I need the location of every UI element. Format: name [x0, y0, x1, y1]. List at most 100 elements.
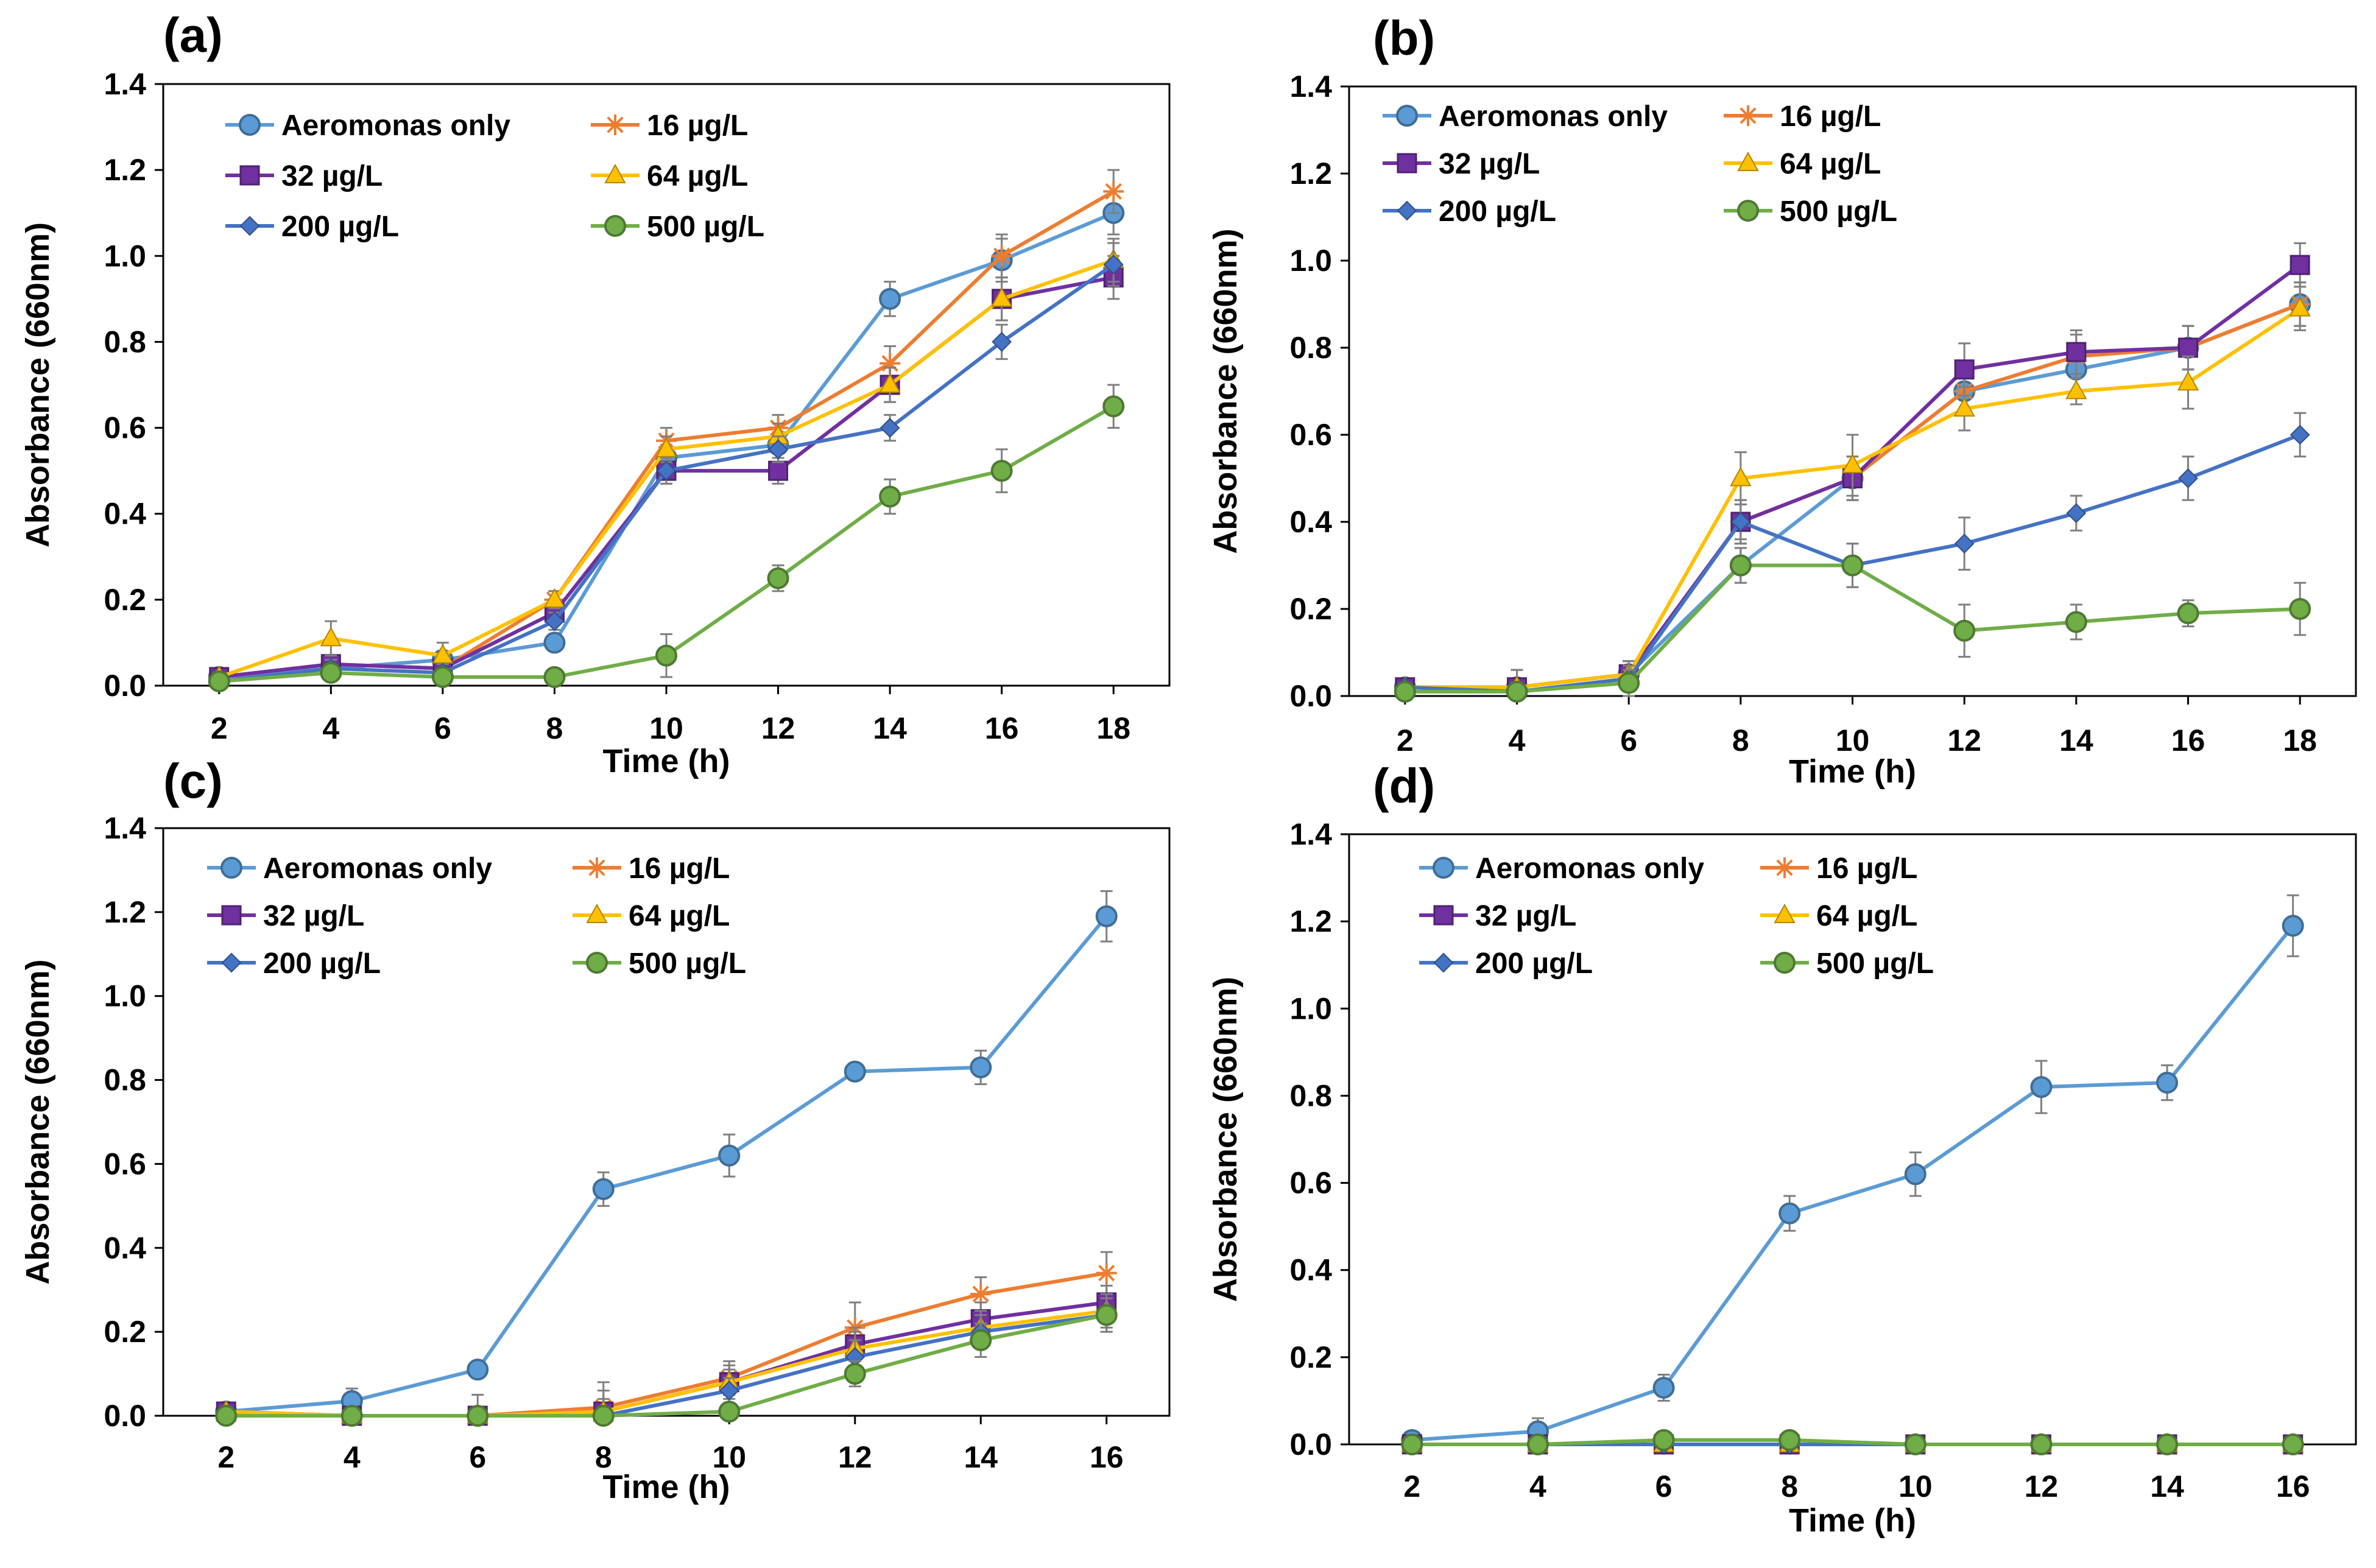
data-point — [1652, 1429, 1675, 1451]
x-tick-label: 4 — [344, 1440, 361, 1474]
data-point — [1729, 554, 1752, 577]
y-axis-title: Absorbance (660nm) — [19, 959, 56, 1284]
data-point — [320, 661, 342, 684]
x-tick-label: 16 — [2276, 1469, 2310, 1503]
data-point — [1841, 554, 1864, 577]
legend: Aeromonas only 16 µg/L 32 µg/L 64 µg/L 200 µ… — [1383, 100, 1897, 228]
data-point — [2156, 1433, 2179, 1455]
legend-marker — [239, 114, 261, 136]
data-point — [1394, 680, 1416, 703]
data-point — [2290, 255, 2310, 275]
y-tick-label: 0.6 — [104, 1147, 146, 1181]
panel-label: (a) — [163, 8, 223, 62]
legend-label: 200 µg/L — [281, 211, 399, 243]
legend-marker — [1774, 903, 1796, 923]
legend-marker — [1774, 952, 1796, 974]
legend-item: Aeromonas only — [1419, 853, 1704, 885]
legend-label: 500 µg/L — [629, 947, 746, 980]
data-point — [1904, 1433, 1927, 1455]
data-point — [543, 631, 566, 654]
data-point — [543, 666, 566, 688]
x-tick-label: 12 — [761, 711, 795, 745]
x-tick-label: 10 — [712, 1440, 746, 1474]
legend: Aeromonas only 16 µg/L 32 µg/L 64 µg/L 200 µ… — [225, 110, 764, 243]
y-tick-label: 0.0 — [1289, 679, 1332, 713]
data-point — [1095, 1304, 1118, 1326]
legend-marker — [221, 952, 242, 973]
y-tick-label: 0.8 — [1289, 1078, 1332, 1113]
legend-item: 16 µg/L — [1724, 100, 1881, 133]
data-point — [1506, 680, 1528, 703]
legend-item: 64 µg/L — [1760, 900, 1917, 932]
x-tick-label: 14 — [2059, 723, 2093, 758]
data-point — [2282, 1433, 2304, 1455]
x-tick-label: 2 — [217, 1440, 234, 1474]
x-tick-label: 12 — [2025, 1469, 2059, 1503]
data-point — [1652, 1376, 1675, 1399]
data-point — [879, 287, 901, 310]
panel-label: (b) — [1373, 11, 1435, 65]
y-tick-label: 1.2 — [1289, 156, 1332, 191]
y-tick-label: 0.8 — [1289, 331, 1332, 365]
data-point — [880, 418, 900, 438]
legend-label: 200 µg/L — [1439, 195, 1556, 228]
data-point — [718, 1144, 741, 1167]
y-tick-label: 0.6 — [1289, 418, 1332, 452]
y-tick-label: 1.2 — [104, 153, 146, 187]
legend-item: Aeromonas only — [225, 110, 510, 142]
data-point — [1103, 181, 1124, 202]
plot-frame — [162, 827, 1171, 1417]
legend-item: 200 µg/L — [1419, 947, 1593, 980]
x-tick-label: 6 — [1620, 723, 1637, 758]
legend-item: 500 µg/L — [573, 947, 746, 980]
x-tick-label: 16 — [1090, 1440, 1124, 1474]
y-tick-label: 0.6 — [1289, 1166, 1332, 1200]
x-axis-title: Time (h) — [1789, 1502, 1916, 1539]
series-6 — [1394, 543, 2311, 703]
data-point — [2289, 598, 2311, 620]
x-tick-label: 2 — [211, 711, 228, 745]
data-point — [2178, 468, 2198, 488]
legend-label: 200 µg/L — [263, 947, 381, 980]
data-point — [1778, 1202, 1801, 1225]
legend-item: 32 µg/L — [207, 900, 364, 932]
data-point — [2030, 1433, 2053, 1455]
data-point — [970, 1284, 992, 1305]
y-tick-label: 0.0 — [104, 1399, 146, 1433]
legend: Aeromonas only 16 µg/L 32 µg/L 64 µg/L 200 µ… — [1419, 853, 1934, 980]
y-tick-label: 0.0 — [1289, 1427, 1332, 1461]
legend-marker — [586, 952, 608, 974]
data-point — [1103, 254, 1124, 275]
y-tick-label: 0.4 — [1289, 1253, 1332, 1287]
data-point — [2066, 503, 2087, 524]
y-tick-label: 0.2 — [104, 583, 146, 617]
legend-item: Aeromonas only — [207, 853, 492, 885]
data-point — [2066, 342, 2087, 362]
chart-panel-4: (d) 0.0 0.2 0.4 0.6 0.8 1.0 1.2 1.4 2 4 6 8 10 12 14 16 T… — [1207, 759, 2357, 1539]
x-tick-label: 8 — [1781, 1469, 1798, 1503]
data-point — [592, 1405, 615, 1427]
y-tick-label: 0.2 — [1289, 1340, 1332, 1374]
y-tick-label: 0.4 — [104, 497, 146, 531]
x-tick-label: 10 — [1898, 1469, 1933, 1503]
data-point — [2065, 611, 2087, 633]
data-point — [2177, 371, 2199, 391]
series-line — [1412, 924, 2295, 1442]
data-point — [1730, 466, 1752, 487]
data-point — [2282, 915, 2304, 937]
legend-marker — [220, 857, 242, 879]
legend-label: Aeromonas only — [1475, 853, 1704, 885]
y-tick-label: 0.8 — [104, 1063, 146, 1097]
x-tick-label: 2 — [1397, 723, 1414, 758]
series-line — [1412, 1438, 2293, 1446]
data-point — [844, 1060, 866, 1083]
legend-label: 32 µg/L — [263, 900, 364, 932]
data-point — [2289, 297, 2311, 317]
data-point — [1904, 1163, 1927, 1186]
data-point — [991, 245, 1012, 267]
x-tick-label: 14 — [2150, 1469, 2184, 1503]
legend-marker — [1774, 857, 1795, 878]
data-point — [767, 567, 789, 589]
legend: Aeromonas only 16 µg/L 32 µg/L 64 µg/L 200 µ… — [207, 853, 746, 980]
data-point — [431, 666, 454, 688]
